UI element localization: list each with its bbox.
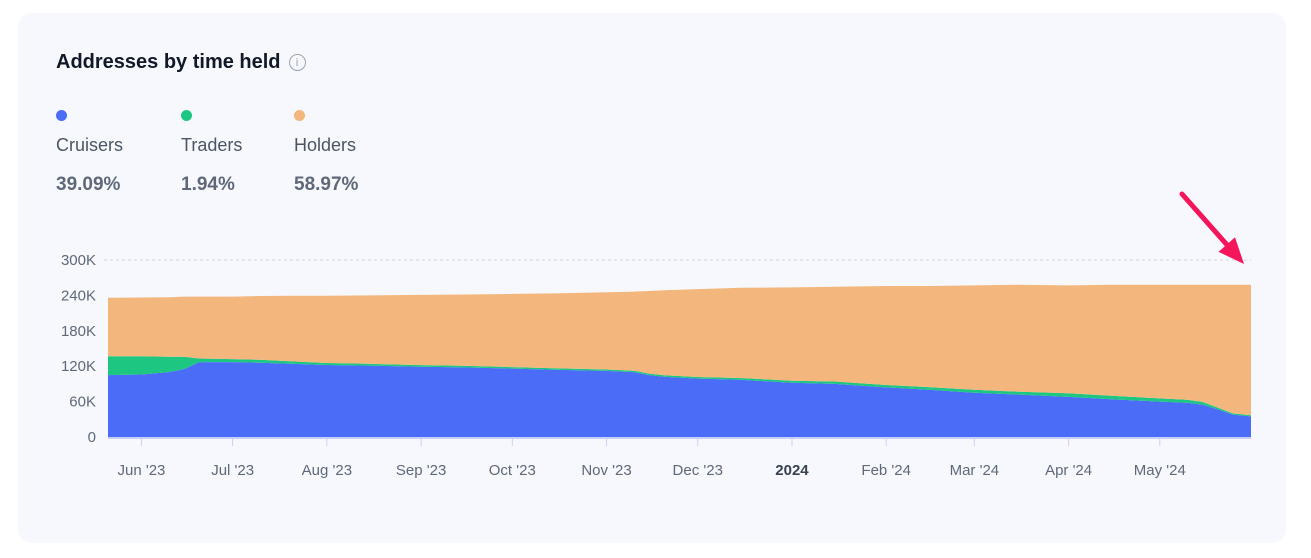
annotation-arrow-shaft (1179, 191, 1230, 248)
legend-label: Cruisers (56, 135, 124, 155)
legend-dot-holders (294, 110, 305, 121)
y-tick-label: 60K (69, 394, 96, 411)
y-tick-label: 180K (61, 323, 96, 340)
legend-dot-traders (181, 110, 192, 121)
legend-value: 39.09% (56, 174, 121, 195)
x-tick-label: Jul '23 (211, 462, 254, 479)
legend-value: 58.97% (294, 174, 359, 195)
area-holders[interactable] (108, 284, 1251, 416)
legend-item-cruisers[interactable]: Cruisers 39.09% (56, 110, 181, 196)
x-tick-label: May '24 (1134, 462, 1186, 479)
x-tick-label: 2024 (775, 462, 809, 479)
x-tick-label: Nov '23 (581, 462, 631, 479)
x-tick-label: Feb '24 (861, 462, 911, 479)
legend: Cruisers 39.09% Traders 1.94% Holders 58… (56, 110, 404, 196)
area-cruisers[interactable] (108, 362, 1251, 437)
legend-value: 1.94% (181, 174, 235, 195)
x-tick-label: Oct '23 (489, 462, 536, 479)
y-tick-label: 240K (61, 287, 96, 304)
legend-dot-cruisers (56, 110, 67, 121)
chart-title: Addresses by time held (56, 51, 281, 73)
x-tick-label: Jun '23 (117, 462, 165, 479)
chart-header: Addresses by time held i (56, 51, 306, 74)
y-tick-label: 300K (61, 252, 96, 269)
legend-item-holders[interactable]: Holders 58.97% (294, 110, 404, 196)
x-tick-label: Dec '23 (673, 462, 723, 479)
annotation-arrow-head (1218, 237, 1244, 264)
y-tick-label: 0 (88, 429, 96, 446)
legend-item-traders[interactable]: Traders 1.94% (181, 110, 294, 196)
info-icon[interactable]: i (288, 54, 306, 71)
legend-label: Holders (294, 135, 357, 155)
x-tick-label: Sep '23 (396, 462, 446, 479)
legend-label: Traders (181, 135, 243, 155)
y-tick-label: 120K (61, 358, 96, 375)
x-tick-label: Apr '24 (1045, 462, 1092, 479)
x-tick-label: Aug '23 (302, 462, 352, 479)
chart-card: Addresses by time held i Cruisers 39.09%… (18, 13, 1286, 543)
x-tick-label: Mar '24 (950, 462, 1000, 479)
